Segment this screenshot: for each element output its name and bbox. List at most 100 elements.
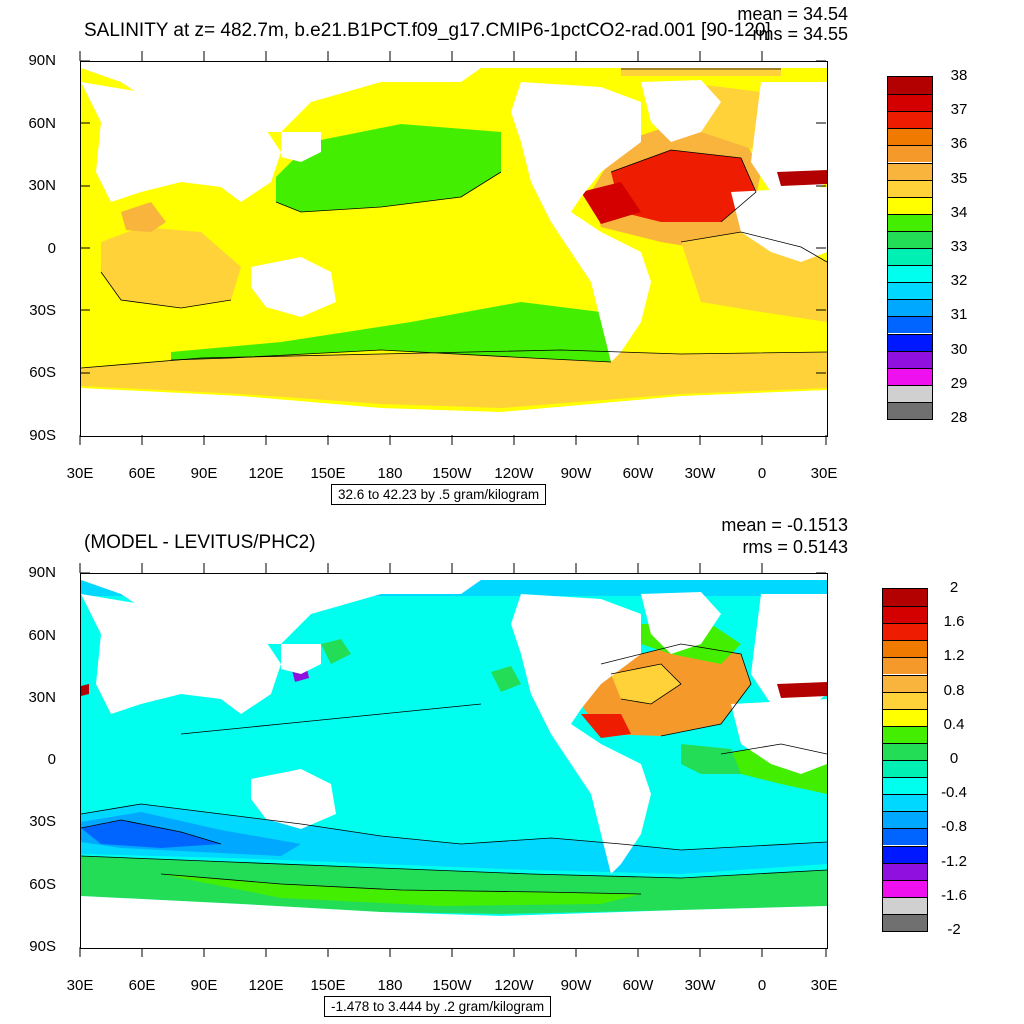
colorbar-swatch [883,725,927,743]
x-tick-label: 120W [494,465,534,482]
colorbar-label: 33 [950,238,968,255]
colorbar-label: 34 [950,203,968,221]
colorbar-swatch [888,128,932,146]
y-tick-label: 30S [29,302,56,319]
x-tick-label: 120E [248,465,284,482]
colorbar-swatch [888,94,932,112]
y-tick-label: 0 [47,240,56,257]
colorbar-swatch [888,401,932,419]
x-tick-label: 90E [190,977,218,994]
colorbar-swatch [888,196,932,214]
colorbar-label: 38 [950,67,968,84]
panel-title: (MODEL - LEVITUS/PHC2) [84,532,316,553]
colorbar [882,588,928,932]
colorbar-swatch [883,896,927,914]
rms-value: rms = 0.5143 [742,537,848,557]
x-tick-label: 90W [560,465,592,482]
x-tick-label: 120E [248,977,284,994]
colorbar-swatch [888,333,932,351]
x-tick-label: 120W [494,977,534,994]
x-tick-label: 30E [810,465,838,482]
x-tick-label: 180 [377,977,403,994]
colorbar-label: -1.2 [941,852,967,870]
x-tick-label: 60W [622,977,654,994]
colorbar-swatch [888,213,932,231]
colorbar-swatch [883,777,927,795]
mean-value: mean = -0.1513 [721,515,848,535]
colorbar-label: 0.4 [943,715,965,733]
colorbar-label: -2 [947,921,961,938]
colorbar-swatch [888,265,932,283]
x-tick-label: 150W [432,977,472,994]
y-tick-label: 90S [29,938,56,955]
y-tick-label: 90N [28,564,56,581]
colorbar-swatch [883,828,927,846]
x-tick-label: 30W [684,977,716,994]
colorbar-swatch [883,657,927,675]
colorbar-swatch [888,316,932,334]
x-tick-label: 150E [310,465,346,482]
rms-value: rms = 34.55 [752,24,848,44]
y-tick-label: 90N [28,52,56,69]
colorbar-swatch [883,674,927,692]
colorbar-swatch [888,248,932,266]
colorbar-label: 2 [949,579,959,596]
colorbar-swatch [883,811,927,829]
colorbar-swatch [888,162,932,180]
colorbar-label: 32 [950,272,968,290]
colorbar-swatch [883,708,927,726]
x-tick-label: 30E [66,977,94,994]
salinity-map [80,61,828,437]
y-tick-label: 30N [28,177,56,194]
colorbar-label: 0.8 [943,681,965,699]
y-tick-label: 30S [29,813,56,830]
mean-value: mean = 34.54 [737,4,848,24]
colorbar-label: 35 [950,169,968,187]
colorbar-label: 30 [950,340,968,358]
contour-info: -1.478 to 3.444 by .2 gram/kilogram [324,996,552,1017]
x-tick-label: 150E [310,977,346,994]
colorbar-swatch [883,862,927,880]
colorbar-swatch [888,179,932,197]
colorbar-swatch [888,145,932,163]
colorbar-label: 31 [950,306,968,324]
colorbar-swatch [888,111,932,129]
colorbar-label: -0.4 [941,784,967,802]
x-tick-label: 90E [190,465,218,482]
x-tick-label: 60E [128,977,156,994]
x-tick-label: 150W [432,465,472,482]
y-tick-label: 60N [28,115,56,132]
x-tick-label: 30E [810,977,838,994]
x-tick-label: 60W [622,465,654,482]
colorbar-swatch [883,845,927,863]
colorbar-swatch [888,282,932,300]
colorbar-swatch [888,299,932,317]
colorbar-swatch [883,742,927,760]
colorbar-swatch [883,589,927,607]
colorbar-label: 29 [950,374,968,392]
x-tick-label: 30E [66,465,94,482]
colorbar-swatch [883,606,927,624]
y-tick-label: 60S [29,876,56,893]
colorbar-swatch [888,384,932,402]
y-tick-label: 0 [47,751,56,768]
colorbar-swatch [883,879,927,897]
colorbar-swatch [888,77,932,95]
colorbar-swatch [883,794,927,812]
colorbar-swatch [883,691,927,709]
x-tick-label: 0 [757,977,767,994]
colorbar-swatch [888,350,932,368]
colorbar-swatch [883,760,927,778]
colorbar [887,76,933,420]
colorbar-swatch [883,623,927,641]
colorbar-label: -0.8 [941,818,967,836]
colorbar-swatch [888,367,932,385]
y-tick-label: 60S [29,364,56,381]
colorbar-swatch [888,230,932,248]
difference-map [80,573,828,949]
x-tick-label: 30W [684,465,716,482]
x-tick-label: 0 [757,465,767,482]
colorbar-label: 37 [950,101,968,119]
colorbar-label: 1.2 [943,647,965,665]
y-tick-label: 60N [28,627,56,644]
